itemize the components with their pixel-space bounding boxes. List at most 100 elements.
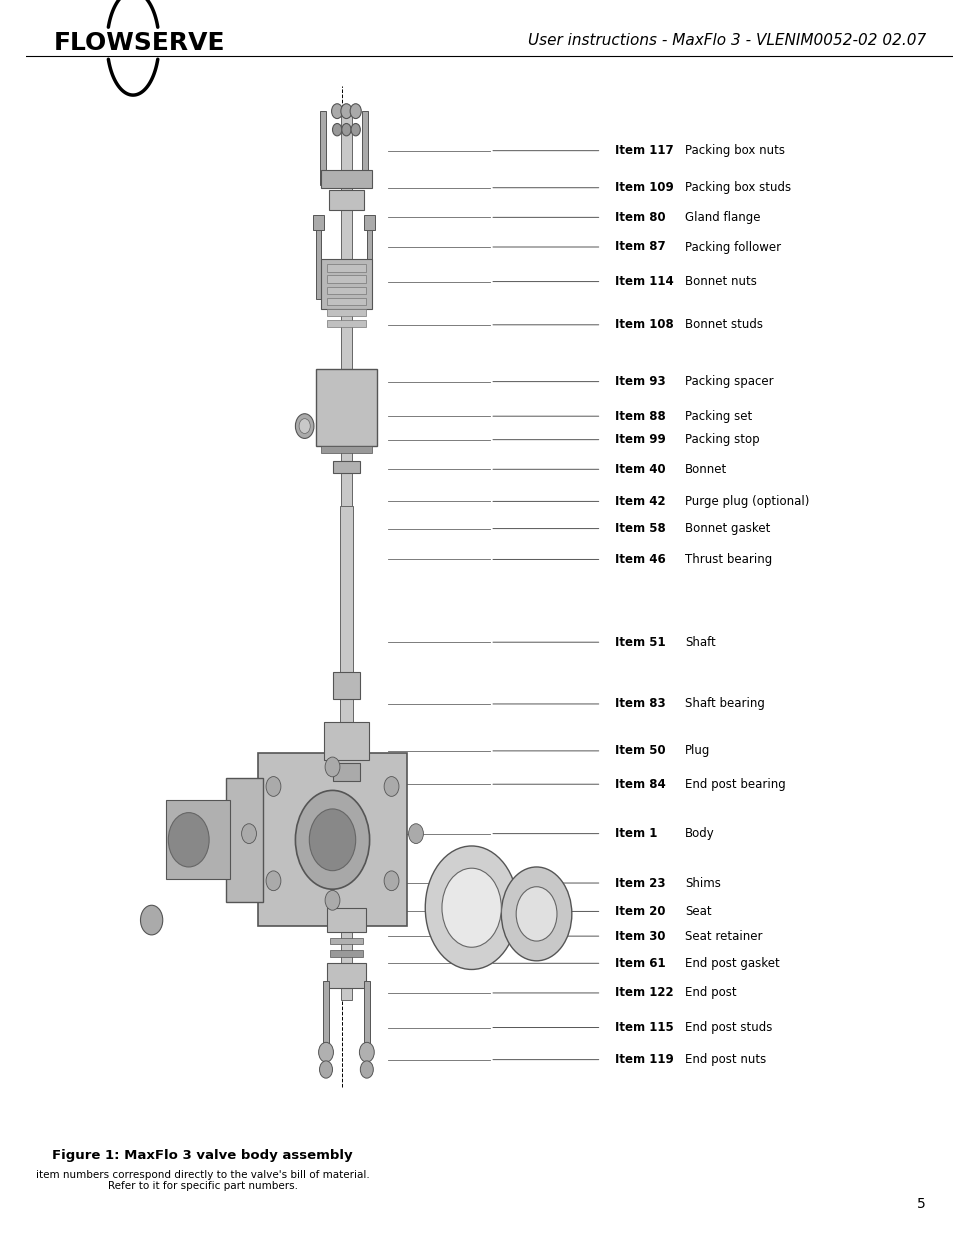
FancyBboxPatch shape [339, 506, 353, 729]
FancyBboxPatch shape [320, 446, 372, 452]
FancyBboxPatch shape [324, 722, 368, 760]
Text: 5: 5 [917, 1197, 925, 1212]
FancyBboxPatch shape [364, 215, 375, 230]
Text: Packing box nuts: Packing box nuts [684, 144, 784, 157]
Circle shape [319, 1061, 333, 1078]
FancyBboxPatch shape [330, 951, 363, 956]
Text: End post studs: End post studs [684, 1021, 772, 1034]
Text: Gland flange: Gland flange [684, 211, 760, 224]
Circle shape [295, 790, 369, 889]
Text: Item 1: Item 1 [615, 827, 658, 840]
FancyBboxPatch shape [362, 111, 367, 185]
Text: Purge plug (optional): Purge plug (optional) [684, 495, 808, 508]
Circle shape [425, 846, 517, 969]
Text: Item 51: Item 51 [615, 636, 665, 648]
Text: Bonnet studs: Bonnet studs [684, 319, 762, 331]
Text: Item 115: Item 115 [615, 1021, 674, 1034]
FancyBboxPatch shape [320, 259, 372, 309]
Text: User instructions - MaxFlo 3 - VLENIM0052-02 02.07: User instructions - MaxFlo 3 - VLENIM005… [527, 33, 925, 48]
Text: Item 114: Item 114 [615, 275, 674, 288]
Circle shape [295, 414, 314, 438]
Text: Item 58: Item 58 [615, 522, 665, 535]
Text: Item 117: Item 117 [615, 144, 674, 157]
Text: Packing set: Packing set [684, 410, 752, 422]
Text: Bonnet gasket: Bonnet gasket [684, 522, 770, 535]
Text: Item 23: Item 23 [615, 877, 665, 889]
Text: Item 46: Item 46 [615, 553, 665, 566]
FancyBboxPatch shape [323, 981, 329, 1050]
Text: Item 61: Item 61 [615, 957, 665, 969]
Circle shape [333, 124, 341, 136]
FancyBboxPatch shape [327, 908, 366, 932]
Text: Item 122: Item 122 [615, 987, 674, 999]
FancyBboxPatch shape [330, 939, 363, 945]
Circle shape [299, 419, 310, 433]
Circle shape [384, 777, 398, 797]
Text: Seat: Seat [684, 905, 711, 918]
Text: End post: End post [684, 987, 736, 999]
Circle shape [340, 104, 352, 119]
Text: Item 109: Item 109 [615, 182, 674, 194]
Circle shape [360, 1061, 373, 1078]
Text: Item 40: Item 40 [615, 463, 665, 475]
Text: End post nuts: End post nuts [684, 1053, 765, 1066]
FancyBboxPatch shape [315, 220, 321, 300]
Circle shape [384, 871, 398, 890]
Circle shape [140, 905, 163, 935]
Circle shape [266, 777, 280, 797]
Text: Item 80: Item 80 [615, 211, 665, 224]
Text: Item 20: Item 20 [615, 905, 665, 918]
Text: Item 83: Item 83 [615, 698, 665, 710]
Text: Shaft bearing: Shaft bearing [684, 698, 764, 710]
Circle shape [332, 104, 342, 119]
Circle shape [516, 887, 557, 941]
Text: Packing follower: Packing follower [684, 241, 781, 253]
Text: Item 119: Item 119 [615, 1053, 674, 1066]
Text: Item 50: Item 50 [615, 745, 665, 757]
FancyBboxPatch shape [327, 963, 366, 988]
Circle shape [408, 824, 423, 844]
Text: Plug: Plug [684, 745, 710, 757]
Text: Thrust bearing: Thrust bearing [684, 553, 771, 566]
Text: Item 30: Item 30 [615, 930, 665, 942]
FancyBboxPatch shape [327, 275, 366, 283]
Circle shape [501, 867, 571, 961]
Circle shape [309, 809, 355, 871]
Text: Item 42: Item 42 [615, 495, 665, 508]
FancyBboxPatch shape [327, 287, 366, 294]
Circle shape [359, 1042, 374, 1062]
Text: Packing box studs: Packing box studs [684, 182, 790, 194]
Text: Item 99: Item 99 [615, 433, 665, 446]
Circle shape [168, 813, 209, 867]
FancyBboxPatch shape [333, 672, 360, 699]
Text: Seat retainer: Seat retainer [684, 930, 761, 942]
Text: End post bearing: End post bearing [684, 778, 785, 790]
Text: Body: Body [684, 827, 714, 840]
FancyBboxPatch shape [340, 111, 352, 1000]
Circle shape [325, 757, 339, 777]
Text: Figure 1: MaxFlo 3 valve body assembly: Figure 1: MaxFlo 3 valve body assembly [52, 1149, 353, 1162]
FancyBboxPatch shape [367, 220, 372, 300]
Circle shape [341, 124, 351, 136]
FancyBboxPatch shape [327, 320, 366, 327]
Text: Item 84: Item 84 [615, 778, 665, 790]
Text: Item 93: Item 93 [615, 375, 665, 388]
FancyBboxPatch shape [320, 170, 372, 188]
Text: Packing stop: Packing stop [684, 433, 759, 446]
FancyBboxPatch shape [313, 215, 324, 230]
Circle shape [266, 871, 280, 890]
Circle shape [441, 868, 501, 947]
Text: Bonnet nuts: Bonnet nuts [684, 275, 756, 288]
FancyBboxPatch shape [258, 753, 406, 926]
Circle shape [351, 124, 360, 136]
FancyBboxPatch shape [327, 264, 366, 272]
FancyBboxPatch shape [333, 461, 360, 473]
Text: Shims: Shims [684, 877, 720, 889]
FancyBboxPatch shape [364, 981, 369, 1050]
Circle shape [350, 104, 361, 119]
Text: Shaft: Shaft [684, 636, 715, 648]
Text: End post gasket: End post gasket [684, 957, 779, 969]
FancyBboxPatch shape [329, 190, 364, 210]
Text: Bonnet: Bonnet [684, 463, 726, 475]
FancyBboxPatch shape [327, 298, 366, 305]
